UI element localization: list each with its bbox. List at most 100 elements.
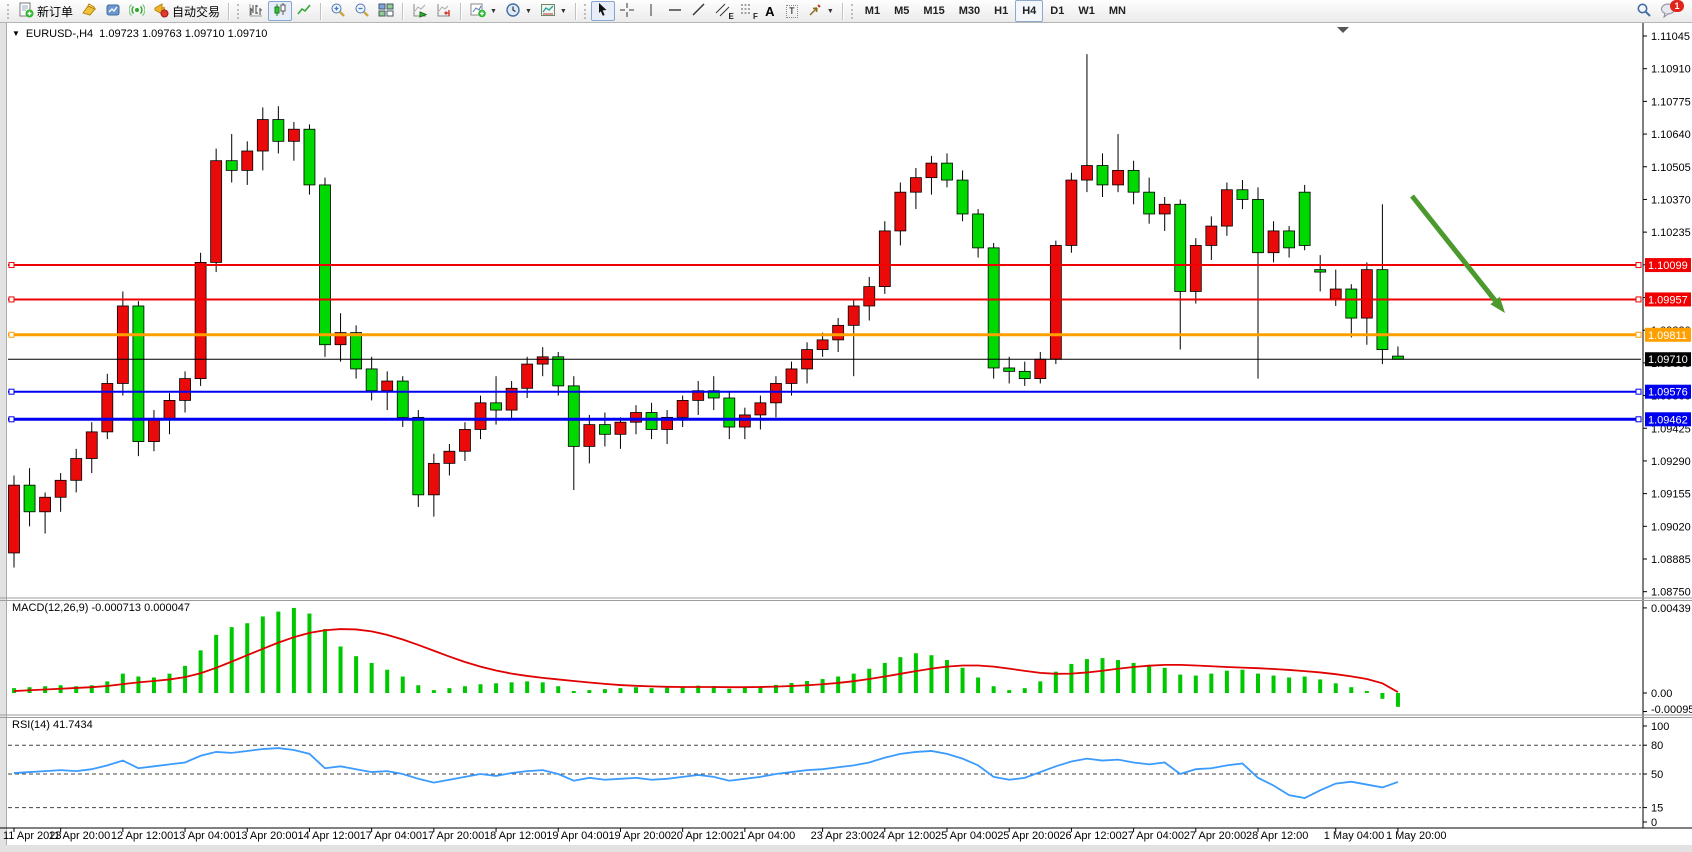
macd-histogram-bar [805,680,810,693]
candle-body [350,332,363,370]
horizontal-line-icon [667,2,683,21]
price-axis-tick-label: 1.10910 [1651,64,1691,76]
indicators-button[interactable]: ▼ [466,1,501,21]
line-anchor[interactable] [1635,416,1642,423]
macd-axis-label: 0.00 [1651,688,1672,700]
macd-histogram-bar [1333,683,1338,693]
fibonacci-button[interactable]: F [735,1,759,21]
timeframe-button-MN[interactable]: MN [1108,5,1126,17]
line-anchor[interactable] [8,416,15,423]
text-label-button[interactable]: T [781,1,803,21]
search-button[interactable] [1632,1,1656,21]
arrows-button[interactable]: ▼ [803,1,838,21]
line-anchor[interactable] [8,262,15,269]
charts-button[interactable] [77,1,101,21]
channel-icon [715,2,731,21]
timeframe-group: M1 M5 M15 M30 H1 H4 D1 W1 MN [858,0,1133,22]
timeframe-button-W1[interactable]: W1 [1078,5,1095,17]
candle-body [956,179,969,215]
vertical-line-button[interactable] [639,1,663,21]
candle-body [272,119,285,142]
rsi-axis-label: 100 [1651,721,1669,733]
timeframe-button-M15[interactable]: M15 [923,5,945,17]
timeframe-button-M1[interactable]: M1 [864,5,881,17]
chart-shift-button[interactable] [432,1,456,21]
rsi-line [13,747,1399,799]
line-anchor[interactable] [1635,296,1642,303]
line-chart-button[interactable] [292,1,316,21]
zoom-in-button[interactable] [326,1,350,21]
time-axis-tick-label: 18 Apr 12:00 [484,830,546,842]
symbol-dropdown-icon[interactable]: ▼ [12,29,20,38]
macd-histogram-bar [789,682,794,693]
candle-body [661,416,673,430]
candle-body [972,213,984,249]
line-anchor[interactable] [1635,331,1642,338]
price-axis-tick-label: 1.09020 [1651,521,1691,533]
tile-windows-button[interactable] [374,1,398,21]
toolbar-separator [320,2,323,20]
macd-histogram-bar [634,687,638,693]
macd-histogram-bar [696,685,701,693]
fibonacci-glyph: F [752,12,758,21]
candle-body [1252,199,1264,254]
time-axis-tick-label: 20 Apr 12:00 [671,830,733,842]
macd-histogram-bar [773,684,778,693]
main-toolbar: 新订单 自动交易 [0,0,1692,23]
toolbar-drag-handle [7,3,11,19]
macd-histogram-bar [276,611,281,693]
candle-body [396,380,409,418]
new-order-button[interactable]: 新订单 [14,1,77,21]
text-button[interactable]: A [759,1,781,21]
profiles-button[interactable] [101,1,125,21]
line-anchor[interactable] [1635,388,1642,395]
signal-button[interactable] [125,1,149,21]
notifications-button[interactable]: 1 [1656,0,1684,21]
zoom-out-button[interactable] [350,1,374,21]
line-anchor[interactable] [8,331,15,338]
channel-glyph: E [728,12,734,21]
candle-body [910,177,922,193]
periods-button[interactable]: ▼ [501,1,536,21]
macd-histogram-bar [1100,658,1105,693]
macd-histogram-bar [742,687,747,693]
candle-body [1360,269,1373,319]
templates-button[interactable]: ▼ [536,1,571,21]
timeframe-button-H1[interactable]: H1 [994,5,1009,17]
time-axis-tick-label: 1 May 04:00 [1324,830,1385,842]
auto-trading-button[interactable]: 自动交易 [149,1,224,21]
timeframe-button-M30[interactable]: M30 [958,5,981,17]
line-anchor[interactable] [1635,262,1642,269]
candle-body [941,162,953,181]
time-axis-tick-label: 1 May 20:00 [1386,830,1447,842]
macd-histogram-bar [338,646,343,693]
trend-arrow[interactable] [1410,194,1498,303]
candle-body [770,383,782,404]
candle-body [8,484,20,554]
crosshair-button[interactable] [615,1,639,21]
macd-histogram-bar [369,662,374,693]
toolbar-right-group: 1 [1632,0,1688,21]
candle-body [241,150,254,171]
rsi-axis-label: 15 [1651,803,1663,815]
timeframe-button-M5[interactable]: M5 [894,5,910,17]
macd-histogram-bar [976,677,981,693]
auto-scroll-button[interactable] [408,1,432,21]
equidistant-channel-button[interactable]: E [711,1,735,21]
line-anchor[interactable] [8,388,15,395]
horizontal-line-button[interactable] [663,1,687,21]
cursor-button[interactable] [590,1,615,21]
candlestick-chart-button[interactable] [268,1,293,21]
candle-body [832,324,845,341]
macd-histogram-bar [509,682,514,693]
timeframe-button-H4[interactable]: H4 [1015,0,1044,22]
macd-histogram-bar [867,668,872,693]
macd-histogram-bar [898,657,903,693]
time-axis-tick-label: 11 Apr 2023 [3,830,62,842]
trendline-button[interactable] [687,1,711,21]
bars-chart-button[interactable] [244,1,268,21]
trend-arrow-head[interactable] [1490,296,1505,313]
line-anchor[interactable] [8,296,15,303]
timeframe-button-D1[interactable]: D1 [1050,5,1065,17]
